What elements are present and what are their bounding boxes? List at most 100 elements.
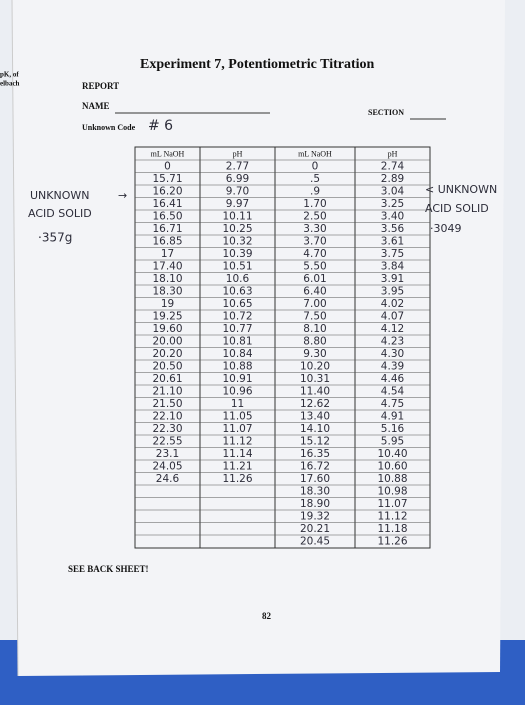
cell: 11.14 xyxy=(222,448,252,460)
cell: 11.18 xyxy=(377,523,407,535)
cell: 13.40 xyxy=(300,410,330,422)
cell: 4.70 xyxy=(303,248,326,260)
cell: 4.07 xyxy=(381,310,404,322)
cell: 10.84 xyxy=(222,348,252,360)
right-note: ACID SOLID xyxy=(425,202,489,215)
name-label: NAME xyxy=(82,101,110,111)
cell: 9.70 xyxy=(226,185,249,197)
cell: 19.60 xyxy=(152,323,182,335)
cell: 11.12 xyxy=(377,510,407,522)
page-number: 82 xyxy=(262,611,272,621)
cell: 7.00 xyxy=(303,298,326,310)
cell: 20.20 xyxy=(152,348,182,360)
cell: 10.65 xyxy=(222,298,252,310)
cell: 19.25 xyxy=(152,310,182,322)
cell: 11.26 xyxy=(222,473,252,485)
cell: 3.30 xyxy=(303,223,326,235)
cell: 2.74 xyxy=(381,160,405,172)
cell: 11.12 xyxy=(222,435,252,447)
cell: 17 xyxy=(161,248,174,260)
cell: 6.99 xyxy=(226,173,249,185)
cell: 10.91 xyxy=(222,373,252,385)
cell: 10.63 xyxy=(222,285,252,297)
cell: 11.07 xyxy=(222,423,252,435)
cell: 2.89 xyxy=(381,173,404,185)
column-header: pH xyxy=(388,149,398,158)
cell: 6.40 xyxy=(303,285,326,297)
margin-note: pK, of xyxy=(0,71,19,79)
right-note: ·3049 xyxy=(430,222,462,235)
cell: 18.10 xyxy=(152,273,182,285)
cell: 3.40 xyxy=(381,210,404,222)
cell: 6.01 xyxy=(303,273,326,285)
cell: 10.60 xyxy=(377,460,407,472)
cell: 11.05 xyxy=(222,410,252,422)
data-table: mL NaOH pH 0 2.77 15.71 6.99 16.20 9.70 16.41 9.9… xyxy=(134,146,431,549)
title: Experiment 7, Potentiometric Titration xyxy=(140,57,375,72)
cell: .5 xyxy=(310,173,320,185)
cell: 16.71 xyxy=(152,223,182,235)
cell: 23.1 xyxy=(156,448,179,460)
cell: 11 xyxy=(231,398,244,410)
cell: 24.6 xyxy=(156,473,180,485)
cell: 1.70 xyxy=(303,198,326,210)
cell: 10.20 xyxy=(300,360,330,372)
cell: 11.07 xyxy=(377,498,407,510)
cell: 20.21 xyxy=(300,523,330,535)
cell: 16.85 xyxy=(152,235,182,247)
cell: 22.10 xyxy=(152,410,182,422)
cell: 4.75 xyxy=(381,398,404,410)
left-note: ACID SOLID xyxy=(28,207,92,220)
cell: 4.39 xyxy=(381,360,404,372)
cell: 2.50 xyxy=(303,210,326,222)
cell: 10.81 xyxy=(222,335,252,347)
cell: 8.80 xyxy=(303,335,326,347)
cell: 5.50 xyxy=(303,260,326,272)
column-header: mL NaOH xyxy=(298,149,332,158)
cell: 19 xyxy=(161,298,174,310)
footer-note: SEE BACK SHEET! xyxy=(68,564,149,574)
cell: 10.51 xyxy=(222,260,252,272)
cell: 8.10 xyxy=(303,323,326,335)
cell: 22.55 xyxy=(152,435,182,447)
left-note: UNKNOWN xyxy=(30,189,90,202)
cell: 10.88 xyxy=(377,473,407,485)
cell: 10.31 xyxy=(300,373,330,385)
cell: 16.41 xyxy=(152,198,182,210)
cell: 16.50 xyxy=(152,210,182,222)
cell: 4.54 xyxy=(381,385,405,397)
cell: 10.72 xyxy=(222,310,252,322)
cell: 10.11 xyxy=(222,210,252,222)
cell: 10.39 xyxy=(222,248,252,260)
cell: 15.71 xyxy=(152,173,182,185)
cell: 3.75 xyxy=(381,248,404,260)
cell: 18.90 xyxy=(300,498,330,510)
cell: 17.60 xyxy=(300,473,330,485)
cell: 9.97 xyxy=(226,198,249,210)
cell: 10.98 xyxy=(377,485,407,497)
cell: 20.50 xyxy=(152,360,182,372)
cell: 22.30 xyxy=(152,423,182,435)
cell: 21.10 xyxy=(152,385,182,397)
cell: 4.12 xyxy=(381,323,404,335)
cell: 2.77 xyxy=(226,160,249,172)
cell: 3.56 xyxy=(381,223,405,235)
cell: 0 xyxy=(312,160,319,172)
cell: 17.40 xyxy=(152,260,182,272)
cell: 10.77 xyxy=(222,323,252,335)
arrow: → xyxy=(118,189,127,202)
cell: 4.23 xyxy=(381,335,404,347)
column-header: mL NaOH xyxy=(151,149,185,158)
cell: 3.04 xyxy=(381,185,405,197)
cell: 20.00 xyxy=(152,335,182,347)
cell: 20.45 xyxy=(300,535,330,547)
cell: 10.40 xyxy=(377,448,407,460)
cell: 16.20 xyxy=(152,185,182,197)
cell: 0 xyxy=(164,160,171,172)
cell: 5.95 xyxy=(381,435,404,447)
cell: 10.6 xyxy=(226,273,250,285)
cell: 12.62 xyxy=(300,398,330,410)
cell: 16.72 xyxy=(300,460,330,472)
